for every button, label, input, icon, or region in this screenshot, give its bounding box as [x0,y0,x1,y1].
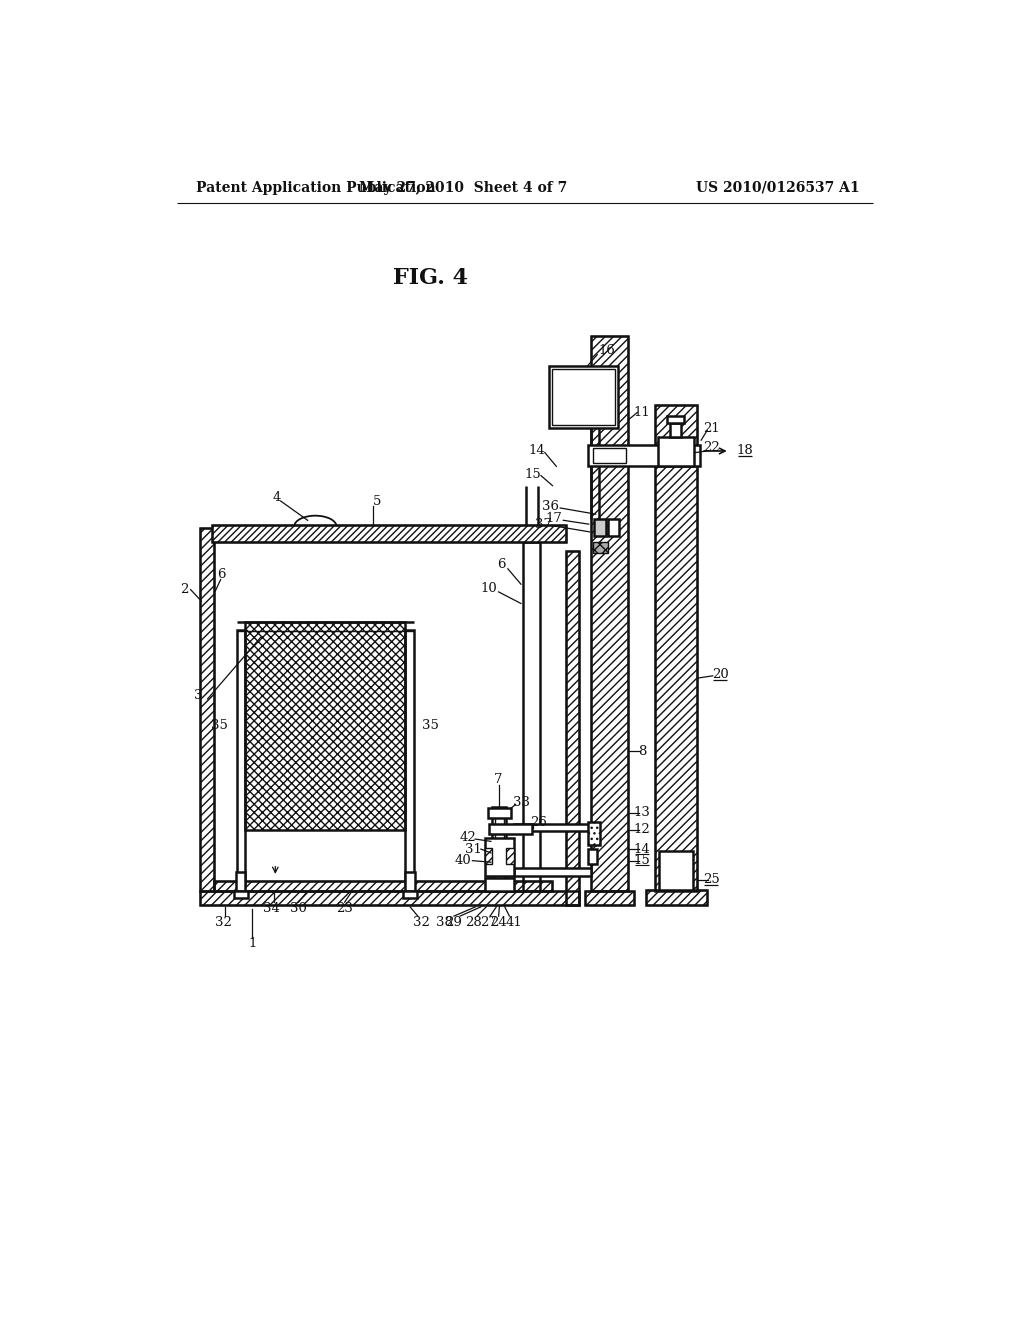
Bar [200,891,580,906]
Bar [671,424,681,437]
Text: 7: 7 [495,774,503,787]
Bar [237,630,246,884]
Text: 14: 14 [634,842,650,855]
Bar [594,519,606,536]
Bar [514,869,591,876]
Text: 13: 13 [634,807,650,820]
Bar [214,880,552,891]
Text: 31: 31 [465,842,481,855]
Text: 38: 38 [436,916,454,929]
Text: US 2010/0126537 A1: US 2010/0126537 A1 [695,181,859,194]
Text: 6: 6 [217,568,225,581]
Text: 4: 4 [272,491,281,504]
Bar [552,370,614,425]
Text: 40: 40 [455,854,472,867]
Text: 30: 30 [290,902,307,915]
Bar [200,528,214,891]
Text: 5: 5 [373,495,381,508]
Bar [588,445,700,466]
Text: 10: 10 [480,582,497,594]
Text: 22: 22 [702,441,720,454]
Text: Patent Application Publication: Patent Application Publication [196,181,435,194]
Bar [212,525,565,543]
Bar [484,838,514,876]
Text: 8: 8 [638,744,646,758]
Text: 18: 18 [736,445,754,458]
Bar [233,891,248,898]
Bar [484,878,514,891]
Text: FIG. 4: FIG. 4 [393,267,468,289]
Bar [646,890,707,906]
Text: 1: 1 [248,937,256,950]
Text: 12: 12 [634,824,650,837]
Bar [487,808,511,818]
Bar [593,543,608,553]
Bar [585,891,634,906]
Bar [506,847,514,865]
Text: 2: 2 [180,583,188,597]
Text: 32: 32 [214,916,231,929]
Bar [549,367,617,428]
Bar [406,873,415,891]
Bar [406,630,414,884]
Bar [514,824,591,832]
Bar [591,335,628,891]
Bar [565,552,580,906]
Text: 24: 24 [490,916,507,929]
Bar [214,880,552,891]
Bar [487,808,511,818]
Text: 15: 15 [525,467,542,480]
Bar [588,822,600,845]
Text: 20: 20 [712,668,729,681]
Text: 29: 29 [445,916,463,929]
Bar [655,405,697,891]
Text: 33: 33 [513,796,530,809]
Bar [646,890,707,906]
Bar [200,891,580,906]
Bar [484,847,493,865]
Text: 21: 21 [702,422,720,436]
Text: 37: 37 [535,517,552,531]
Bar [593,447,627,463]
Bar [212,525,565,543]
Bar [658,851,693,890]
Bar [655,405,697,891]
Text: 14: 14 [528,445,546,458]
Text: 17: 17 [546,512,562,525]
Bar [237,873,246,891]
Text: 41: 41 [506,916,522,929]
Text: 11: 11 [634,407,650,418]
Text: 32: 32 [413,916,430,929]
Bar [246,622,406,830]
Bar [658,437,694,466]
Text: 35: 35 [423,719,439,733]
Text: 28: 28 [465,916,481,929]
Text: 15: 15 [634,854,650,867]
Text: 3: 3 [195,689,203,702]
Text: 36: 36 [543,500,559,513]
Text: May 27, 2010  Sheet 4 of 7: May 27, 2010 Sheet 4 of 7 [359,181,567,194]
Bar [495,810,504,887]
Bar [489,825,531,834]
Bar [585,891,634,906]
Text: 26: 26 [530,816,547,829]
Bar [200,528,214,891]
Text: 35: 35 [211,719,228,733]
Bar [668,416,684,424]
Text: 16: 16 [598,345,614,358]
Text: 27: 27 [480,916,497,929]
Bar [565,552,580,906]
Bar [484,878,514,891]
Text: 23: 23 [336,902,353,915]
Text: 6: 6 [498,558,506,572]
Bar [608,519,618,536]
Bar [246,622,406,830]
Text: 34: 34 [263,902,280,915]
Bar [591,335,628,891]
Bar [403,891,417,898]
Bar [588,849,597,865]
Text: 25: 25 [702,874,720,887]
Text: 42: 42 [460,832,476,843]
Bar [493,807,506,891]
